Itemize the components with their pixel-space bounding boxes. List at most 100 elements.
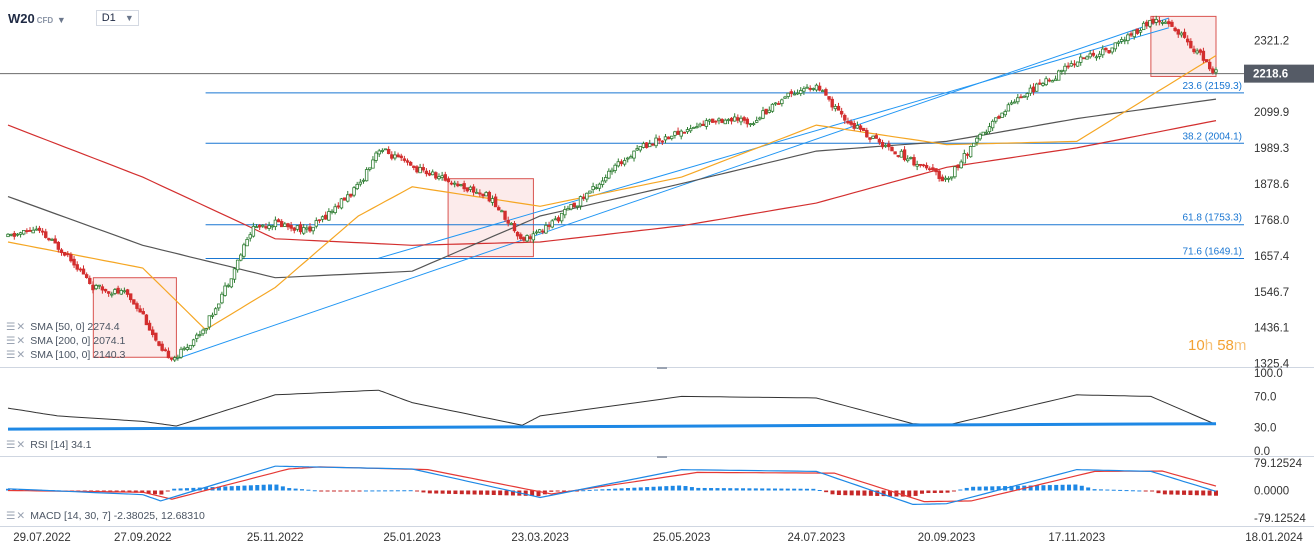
highlight-box xyxy=(1150,15,1217,77)
legend-sma100[interactable]: ☰✕ SMA [100, 0] 2140.3 xyxy=(6,349,125,361)
candle-body xyxy=(1028,87,1033,94)
macd-histogram-bar xyxy=(1143,490,1148,492)
macd-histogram-bar xyxy=(856,490,861,496)
candle-body xyxy=(1041,83,1045,86)
candle-body xyxy=(519,234,523,239)
macd-histogram-bar xyxy=(1098,489,1103,491)
candle-body xyxy=(622,160,627,165)
candle-body xyxy=(1148,19,1152,27)
legend-sma200[interactable]: ☰✕ SMA [200, 0] 2074.1 xyxy=(6,335,125,347)
macd-histogram-bar xyxy=(478,490,483,495)
candle-body xyxy=(1195,50,1199,54)
price-axis-tick: 1546.7 xyxy=(1254,287,1289,299)
macd-histogram-bar xyxy=(434,490,439,494)
date-axis-tick: 23.03.2023 xyxy=(511,532,569,544)
indicator-settings-icon[interactable]: ☰✕ xyxy=(6,321,27,333)
candle-body xyxy=(69,254,73,262)
candle-body xyxy=(871,135,875,139)
candle-body xyxy=(402,158,407,161)
macd-histogram-bar xyxy=(389,490,394,492)
candle-body xyxy=(188,344,193,350)
candle-body xyxy=(56,241,61,250)
legend-rsi-label: RSI [14] xyxy=(30,439,69,451)
candle-body xyxy=(248,234,252,239)
macd-histogram-bar xyxy=(1150,490,1155,492)
legend-sma50[interactable]: ☰✕ SMA [50, 0] 2274.4 xyxy=(6,321,120,333)
candle-body xyxy=(342,197,347,201)
indicator-settings-icon[interactable]: ☰✕ xyxy=(6,335,27,347)
trendline xyxy=(176,17,1170,360)
candle-body xyxy=(909,157,913,159)
macd-histogram-bar xyxy=(312,490,317,492)
date-axis-tick: 18.01.2024 xyxy=(1245,532,1303,544)
candle-body xyxy=(251,225,256,237)
macd-histogram-bar xyxy=(696,487,701,491)
candle-body xyxy=(421,167,425,171)
candle-body xyxy=(166,350,171,359)
candle-body xyxy=(503,210,507,220)
candle-body xyxy=(874,135,878,139)
candle-body xyxy=(157,341,161,346)
candle-body xyxy=(852,122,856,129)
candle-body xyxy=(1009,102,1014,105)
candle-body xyxy=(163,349,167,352)
indicator-settings-icon[interactable]: ☰✕ xyxy=(6,349,27,361)
candle-body xyxy=(81,268,86,275)
candle-body xyxy=(789,91,794,94)
candle-body xyxy=(692,126,696,129)
macd-histogram-bar xyxy=(664,486,669,491)
candle-body xyxy=(210,314,215,317)
sma50-line xyxy=(7,54,1217,331)
candle-body xyxy=(525,235,529,242)
candle-body xyxy=(1088,53,1092,58)
legend-rsi[interactable]: ☰✕ RSI [14] 34.1 xyxy=(6,439,92,451)
candle-body xyxy=(53,238,57,244)
price-axis-tick: 1878.6 xyxy=(1254,179,1289,191)
candle-body xyxy=(40,230,45,233)
macd-histogram-bar xyxy=(747,488,752,491)
candle-body xyxy=(714,120,718,123)
symbol-selector[interactable]: W20 CFD ▼ xyxy=(8,11,66,26)
candle-body xyxy=(106,291,111,294)
candle-body xyxy=(553,218,558,221)
candle-body xyxy=(273,219,278,228)
candle-body xyxy=(657,138,661,141)
candle-body xyxy=(780,99,784,105)
indicator-settings-icon[interactable]: ☰✕ xyxy=(6,439,27,451)
candle-body xyxy=(575,205,580,208)
candle-body xyxy=(808,87,812,90)
candle-body xyxy=(147,322,152,331)
candle-body xyxy=(943,177,948,180)
candle-body xyxy=(154,332,158,341)
macd-histogram-bar xyxy=(1194,490,1199,496)
candle-body xyxy=(1189,40,1193,49)
indicator-settings-icon[interactable]: ☰✕ xyxy=(6,510,27,522)
candle-body xyxy=(783,96,787,99)
candle-body xyxy=(179,348,183,358)
candle-body xyxy=(430,171,435,176)
macd-histogram-bar xyxy=(1118,489,1123,491)
timeframe-dropdown[interactable]: D1 ▼ xyxy=(95,10,139,26)
macd-histogram-bar xyxy=(415,490,420,492)
macd-histogram-bar xyxy=(1124,490,1129,492)
candle-body xyxy=(497,207,501,211)
candle-body xyxy=(858,125,863,130)
candle-body xyxy=(368,167,372,170)
candle-body xyxy=(223,285,227,296)
candle-body xyxy=(242,244,246,257)
macd-histogram-bar xyxy=(427,490,432,494)
macd-histogram-bar xyxy=(6,488,10,491)
macd-histogram-bar xyxy=(1047,485,1052,491)
macd-histogram-bar xyxy=(395,490,400,492)
candle-body xyxy=(314,220,318,227)
macd-histogram-bar xyxy=(306,489,311,491)
candle-body xyxy=(1160,21,1165,24)
candle-body xyxy=(317,219,322,222)
candle-body xyxy=(695,126,699,129)
candle-body xyxy=(169,357,174,360)
candle-body xyxy=(88,277,92,284)
legend-macd[interactable]: ☰✕ MACD [14, 30, 7] -2.38025, 12.68310 xyxy=(6,510,205,522)
candle-body xyxy=(522,237,526,241)
candle-body xyxy=(1012,101,1017,104)
